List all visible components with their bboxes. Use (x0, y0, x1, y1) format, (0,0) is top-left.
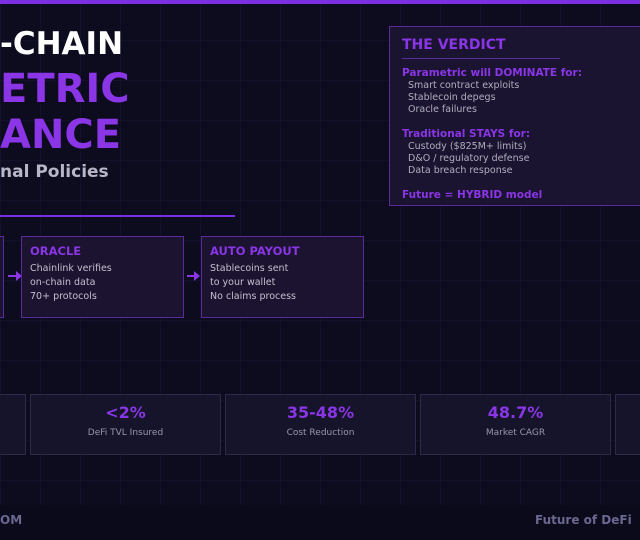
verdict-item: Custody ($825M+ limits) (408, 141, 527, 152)
step-text: Chainlink verifies on-chain data 70+ proto… (30, 262, 112, 304)
arrow (187, 271, 200, 281)
arrow (8, 271, 22, 281)
stat-value: 35-48% (286, 403, 355, 422)
verdict-rule (402, 58, 560, 59)
step-title: ORACLE (30, 244, 82, 258)
stat-box-partial (615, 394, 640, 455)
subtitle: nal Policies (0, 162, 109, 182)
footer-left: OM (0, 513, 23, 527)
stat-label: DeFi TVL Insured (87, 428, 164, 438)
stat-label: Market CAGR (485, 428, 546, 438)
step-line: to your wallet (210, 277, 276, 288)
step-box: AUTO PAYOUT Stablecoins sent to your walle… (201, 236, 364, 318)
step-line: Stablecoins sent (210, 263, 289, 274)
verdict-item: Oracle failures (408, 104, 477, 115)
stat-box-partial (0, 394, 26, 455)
verdict-section: Parametric will DOMINATE for: Smart contr… (402, 67, 582, 116)
stat-value: 48.7% (487, 403, 544, 422)
stat-box: 35-48% Cost Reduction (225, 394, 416, 455)
footer (0, 505, 640, 540)
stat-value: <2% (105, 403, 146, 422)
verdict-panel: THE VERDICT Parametric will DOMINATE for… (389, 26, 640, 206)
stat-box: <2% DeFi TVL Insured (30, 394, 221, 455)
footer-right: Future of DeFi (535, 513, 632, 527)
verdict-item: Smart contract exploits (408, 80, 520, 91)
verdict-body: Parametric will DOMINATE for: Smart contr… (402, 67, 582, 201)
step-title: AUTO PAYOUT (210, 244, 300, 258)
step-line: 70+ protocols (30, 291, 97, 302)
verdict-heading: Parametric will DOMINATE for: (402, 67, 582, 79)
verdict-heading: Traditional STAYS for: (402, 128, 531, 140)
step-line: No claims process (210, 291, 296, 302)
title-line: ETRIC (0, 66, 130, 112)
step-text: Stablecoins sent to your wallet No claims … (210, 262, 296, 304)
verdict-item: D&O / regulatory defense (408, 153, 530, 164)
top-bar (0, 0, 640, 4)
verdict-title: THE VERDICT (402, 37, 506, 53)
stat-label: Cost Reduction (286, 428, 355, 438)
stat-box: 48.7% Market CAGR (420, 394, 611, 455)
divider (0, 215, 235, 217)
step-line: Chainlink verifies (30, 263, 112, 274)
title-line: ANCE (0, 112, 122, 158)
step-box-partial (0, 236, 4, 318)
verdict-conclusion: Future = HYBRID model (402, 189, 543, 201)
step-line: on-chain data (30, 277, 96, 288)
title-line: -CHAIN (0, 26, 124, 62)
verdict-item: Data breach response (408, 165, 513, 176)
verdict-section: Traditional STAYS for: Custody ($825M+ li… (402, 128, 582, 177)
step-box: ORACLE Chainlink verifies on-chain data 70+… (21, 236, 184, 318)
verdict-item: Stablecoin depegs (408, 92, 496, 103)
